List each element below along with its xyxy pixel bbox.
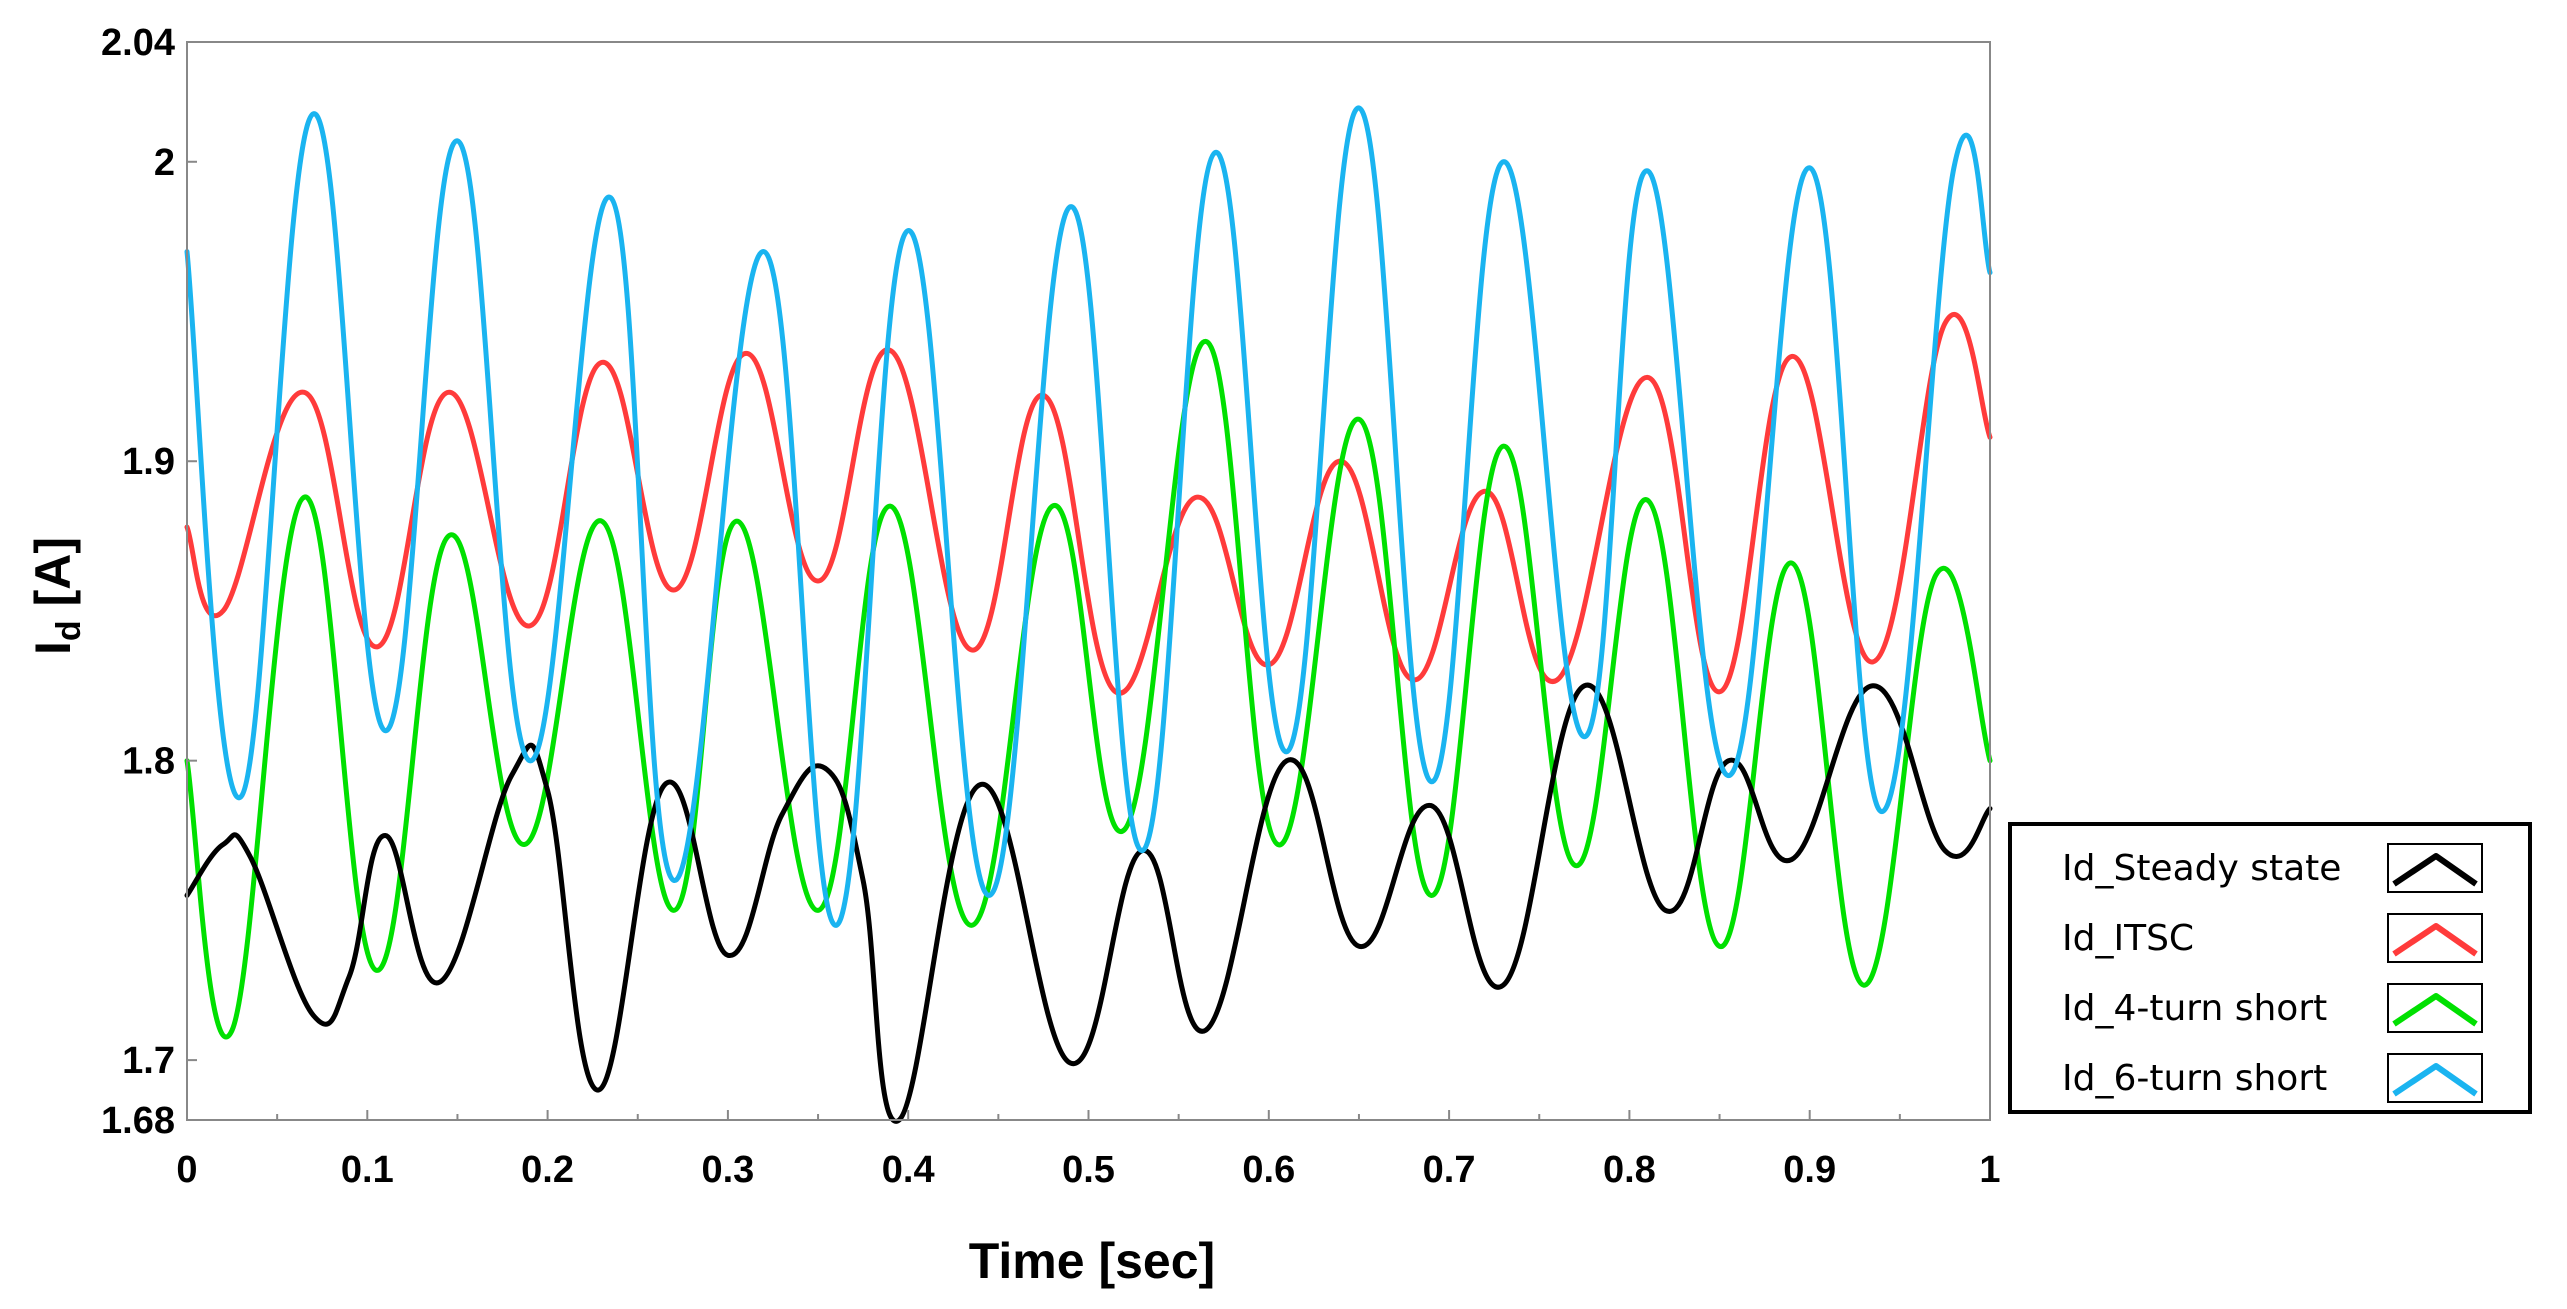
legend-swatch-line <box>2392 993 2478 1027</box>
x-tick-label: 0 <box>176 1149 197 1191</box>
x-tick-label: 0.4 <box>882 1149 935 1191</box>
legend-swatch-box <box>2387 1053 2483 1103</box>
x-tick-label: 0.2 <box>521 1149 574 1191</box>
y-axis-title-sub: d <box>50 620 88 641</box>
y-tick-label: 2.04 <box>101 22 175 64</box>
legend-label: Id_6-turn short <box>2062 1058 2327 1099</box>
legend-swatch-box <box>2387 913 2483 963</box>
legend: Id_Steady state Id_ITSC Id_4-turn short Id_… <box>2008 822 2532 1114</box>
y-tick-label: 1.7 <box>122 1040 175 1082</box>
legend-label: Id_ITSC <box>2062 918 2194 959</box>
legend-swatch-line <box>2392 923 2478 957</box>
x-axis: 0 0.1 0.2 0.3 0.4 0.5 0.6 0.7 0.8 0.9 1 <box>176 1110 2001 1191</box>
y-tick-label: 1.9 <box>122 441 175 483</box>
svg-text:Id [A]: Id [A] <box>25 537 88 655</box>
y-axis: 1.68 1.7 1.8 1.9 2 2.04 <box>101 22 197 1142</box>
x-tick-label: 0.5 <box>1062 1149 1115 1191</box>
series-line-0 <box>184 682 1993 1124</box>
x-tick-label: 0.1 <box>341 1149 394 1191</box>
series-line-2 <box>184 338 1993 1040</box>
x-tick-label: 0.9 <box>1783 1149 1836 1191</box>
plot-lines <box>184 105 1993 1124</box>
y-axis-title-unit: [A] <box>25 537 81 620</box>
x-tick-label: 0.6 <box>1242 1149 1295 1191</box>
y-tick-label: 2 <box>154 142 175 184</box>
x-tick-label: 0.7 <box>1423 1149 1476 1191</box>
x-tick-label: 0.3 <box>701 1149 754 1191</box>
legend-swatch-box <box>2387 843 2483 893</box>
series-line-3 <box>184 105 1993 928</box>
legend-swatch-line <box>2392 1063 2478 1097</box>
legend-swatch-line <box>2392 853 2478 887</box>
legend-label: Id_Steady state <box>2062 848 2341 889</box>
x-tick-label: 0.8 <box>1603 1149 1656 1191</box>
legend-swatch-box <box>2387 983 2483 1033</box>
y-axis-title-main: I <box>25 641 81 655</box>
x-tick-label: 1 <box>1979 1149 2000 1191</box>
y-tick-label: 1.68 <box>101 1100 175 1142</box>
y-tick-label: 1.8 <box>122 741 175 783</box>
series-line-1 <box>184 311 1993 696</box>
x-axis-title: Time [sec] <box>969 1233 1215 1289</box>
legend-label: Id_4-turn short <box>2062 988 2327 1029</box>
y-axis-title: Id [A] <box>25 537 88 655</box>
